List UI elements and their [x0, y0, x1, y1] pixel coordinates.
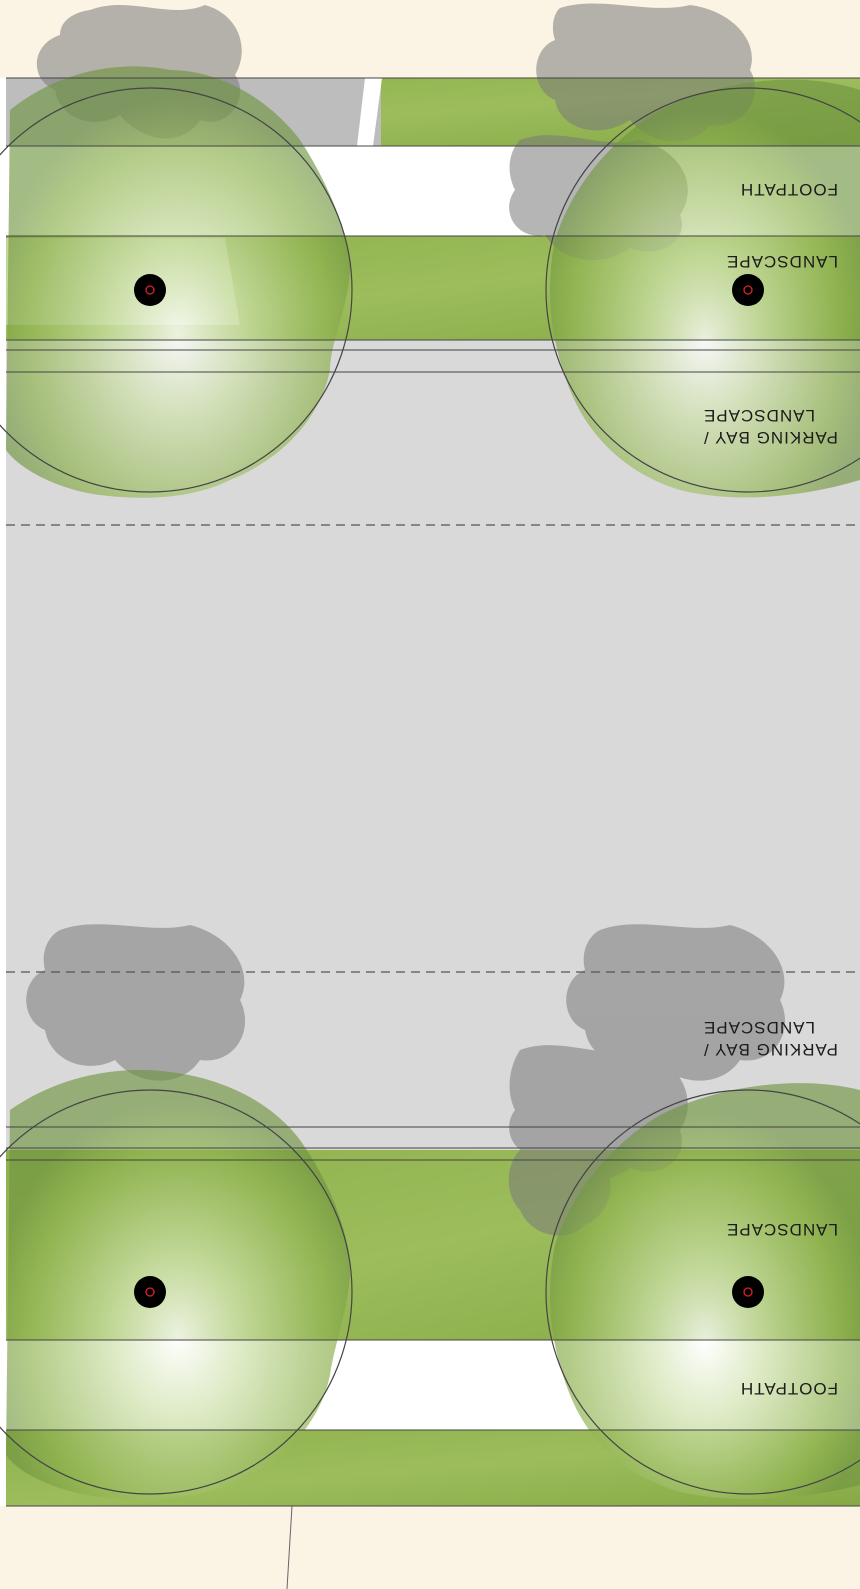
tree-shadow	[26, 924, 246, 1081]
canopy-outline	[545, 1089, 860, 1495]
label-parking-bottom: PARKING BAY / LANDSCAPE	[703, 1018, 838, 1059]
canopy-outline	[0, 1089, 353, 1495]
tree-trunks	[134, 274, 764, 1308]
verge-top-strip	[357, 78, 382, 146]
tree-shadow	[566, 924, 786, 1081]
tree-trunk	[732, 274, 764, 306]
edge-lines	[6, 77, 860, 1507]
tree-trunk-mark	[145, 285, 155, 295]
plot-bottom	[0, 1506, 860, 1589]
canopy-outline	[0, 87, 353, 493]
canopy-outlines	[0, 87, 860, 1495]
property-line	[286, 1505, 293, 1589]
tree-canopy	[550, 1083, 860, 1499]
label-landscape-bottom: LANDSCAPE	[726, 1220, 838, 1239]
lane-lines	[6, 524, 860, 973]
tree-canopies	[6, 66, 860, 1500]
tree-canopy	[6, 1069, 351, 1500]
tree-trunk	[732, 1276, 764, 1308]
label-parking-top: PARKING BAY / LANDSCAPE	[703, 406, 838, 447]
tree-trunk-mark	[145, 1287, 155, 1297]
canopy-outline	[545, 87, 860, 493]
tree-trunk	[134, 1276, 166, 1308]
label-footpath-top: FOOTPATH	[739, 180, 838, 199]
tree-canopy	[550, 79, 860, 498]
tree-trunk	[134, 274, 166, 306]
tree-trunk-mark	[743, 1287, 753, 1297]
tree-canopy	[6, 66, 351, 498]
label-landscape-top: LANDSCAPE	[726, 252, 838, 271]
tree-trunk-mark	[743, 285, 753, 295]
label-footpath-bottom: FOOTPATH	[739, 1379, 838, 1398]
